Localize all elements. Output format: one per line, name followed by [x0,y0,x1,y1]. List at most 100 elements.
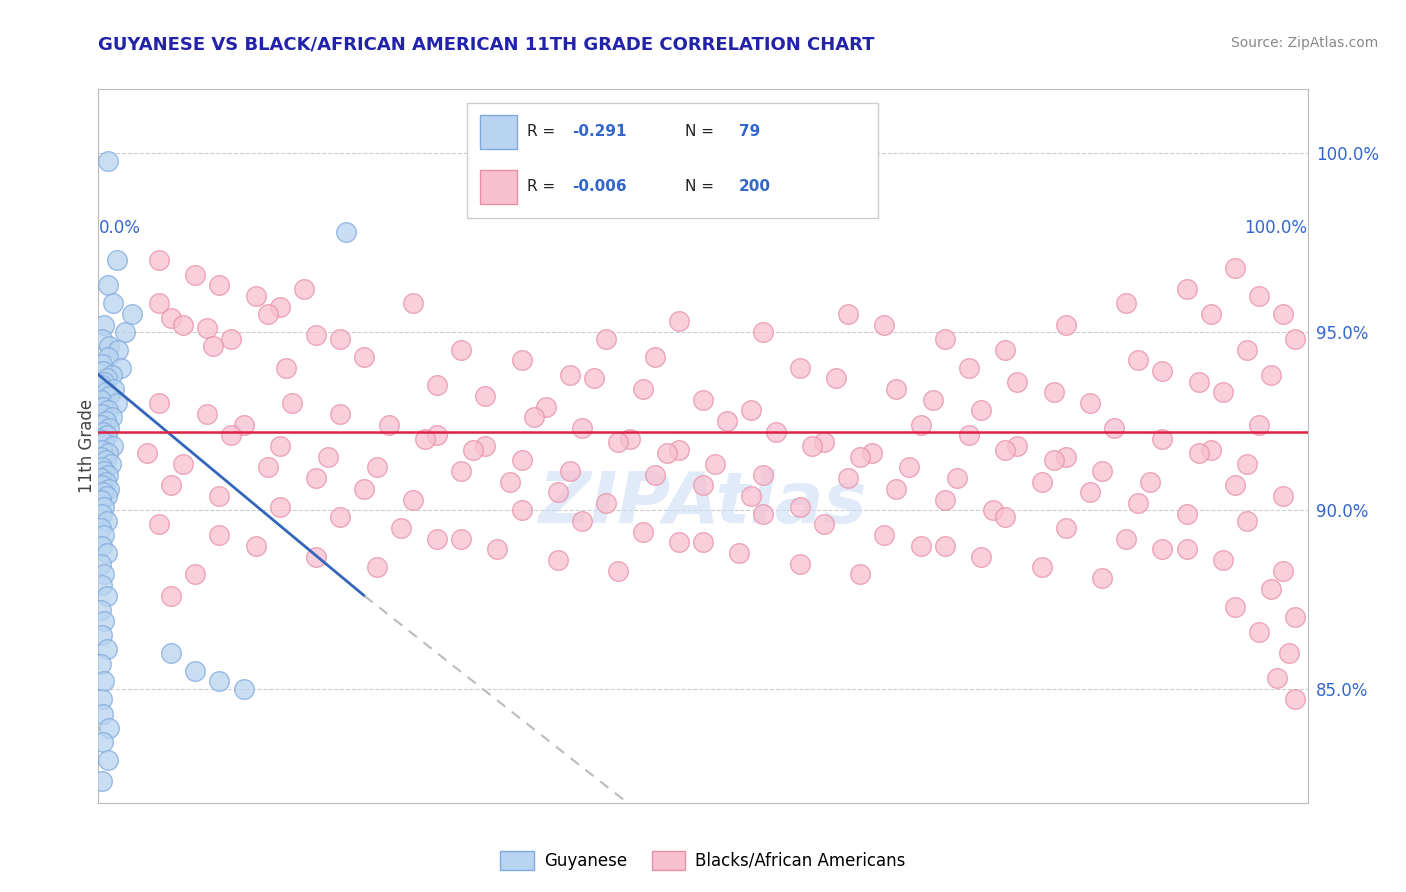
Point [655,446,678,460]
Point [1078,485,1101,500]
Point [329,407,352,421]
Point [160,310,183,325]
Point [740,489,762,503]
Point [91,706,114,721]
Text: 0.0%: 0.0% [98,219,141,237]
Point [101,439,124,453]
Point [1260,582,1282,596]
Point [1236,514,1258,528]
Point [668,314,690,328]
Point [91,628,114,642]
Point [934,492,956,507]
Point [269,300,291,314]
Point [1042,385,1064,400]
Point [94,385,117,400]
Point [474,389,496,403]
Point [450,532,472,546]
Point [547,485,569,500]
Point [1042,453,1064,467]
Point [221,428,243,442]
Point [329,510,352,524]
Point [970,403,993,417]
Point [1223,478,1246,492]
Point [195,407,218,421]
Point [305,549,328,564]
Point [305,471,328,485]
Point [184,567,207,582]
Point [994,343,1017,357]
Point [837,307,859,321]
Point [107,343,129,357]
Point [886,382,908,396]
Point [91,507,114,521]
Point [97,153,120,168]
Point [595,496,617,510]
Point [91,485,114,500]
Point [184,268,207,282]
Point [510,353,533,368]
Point [1115,532,1137,546]
Point [245,539,267,553]
Point [97,350,120,364]
Point [547,553,569,567]
Point [90,657,112,671]
Point [1199,307,1222,321]
Point [91,425,114,439]
Point [91,539,114,553]
Point [91,735,114,749]
Point [716,414,738,428]
Point [1139,475,1161,489]
Point [752,325,775,339]
Point [148,517,170,532]
Point [1249,417,1271,432]
Point [692,392,714,407]
Point [1284,332,1306,346]
Point [1272,307,1295,321]
Point [1175,282,1198,296]
Point [1152,542,1174,557]
Point [105,396,128,410]
Point [1102,421,1125,435]
Point [353,482,375,496]
Point [1278,646,1301,660]
Point [860,446,883,460]
Point [692,478,714,492]
Point [1054,450,1077,464]
Point [1091,571,1114,585]
Point [105,253,128,268]
Point [98,389,121,403]
Point [274,360,297,375]
Point [256,460,278,475]
Point [789,557,811,571]
Point [93,674,115,689]
Point [281,396,304,410]
Point [474,439,496,453]
Point [619,432,641,446]
Point [558,464,581,478]
Point [789,500,811,514]
Point [245,289,267,303]
Point [91,442,114,457]
Point [90,521,112,535]
Point [1175,542,1198,557]
Point [1091,464,1114,478]
Point [1212,553,1234,567]
Y-axis label: 11th Grade: 11th Grade [79,399,96,493]
Point [825,371,848,385]
Point [994,442,1017,457]
Point [93,528,115,542]
Point [256,307,278,321]
Point [402,296,425,310]
Point [91,400,114,414]
Point [90,557,112,571]
Point [292,282,315,296]
Point [94,414,117,428]
Point [1236,343,1258,357]
Point [897,460,920,475]
Point [1031,560,1053,574]
Point [114,325,136,339]
Point [1272,564,1295,578]
Point [873,318,896,332]
Text: ZIPAtlas: ZIPAtlas [538,468,868,538]
Point [886,482,908,496]
